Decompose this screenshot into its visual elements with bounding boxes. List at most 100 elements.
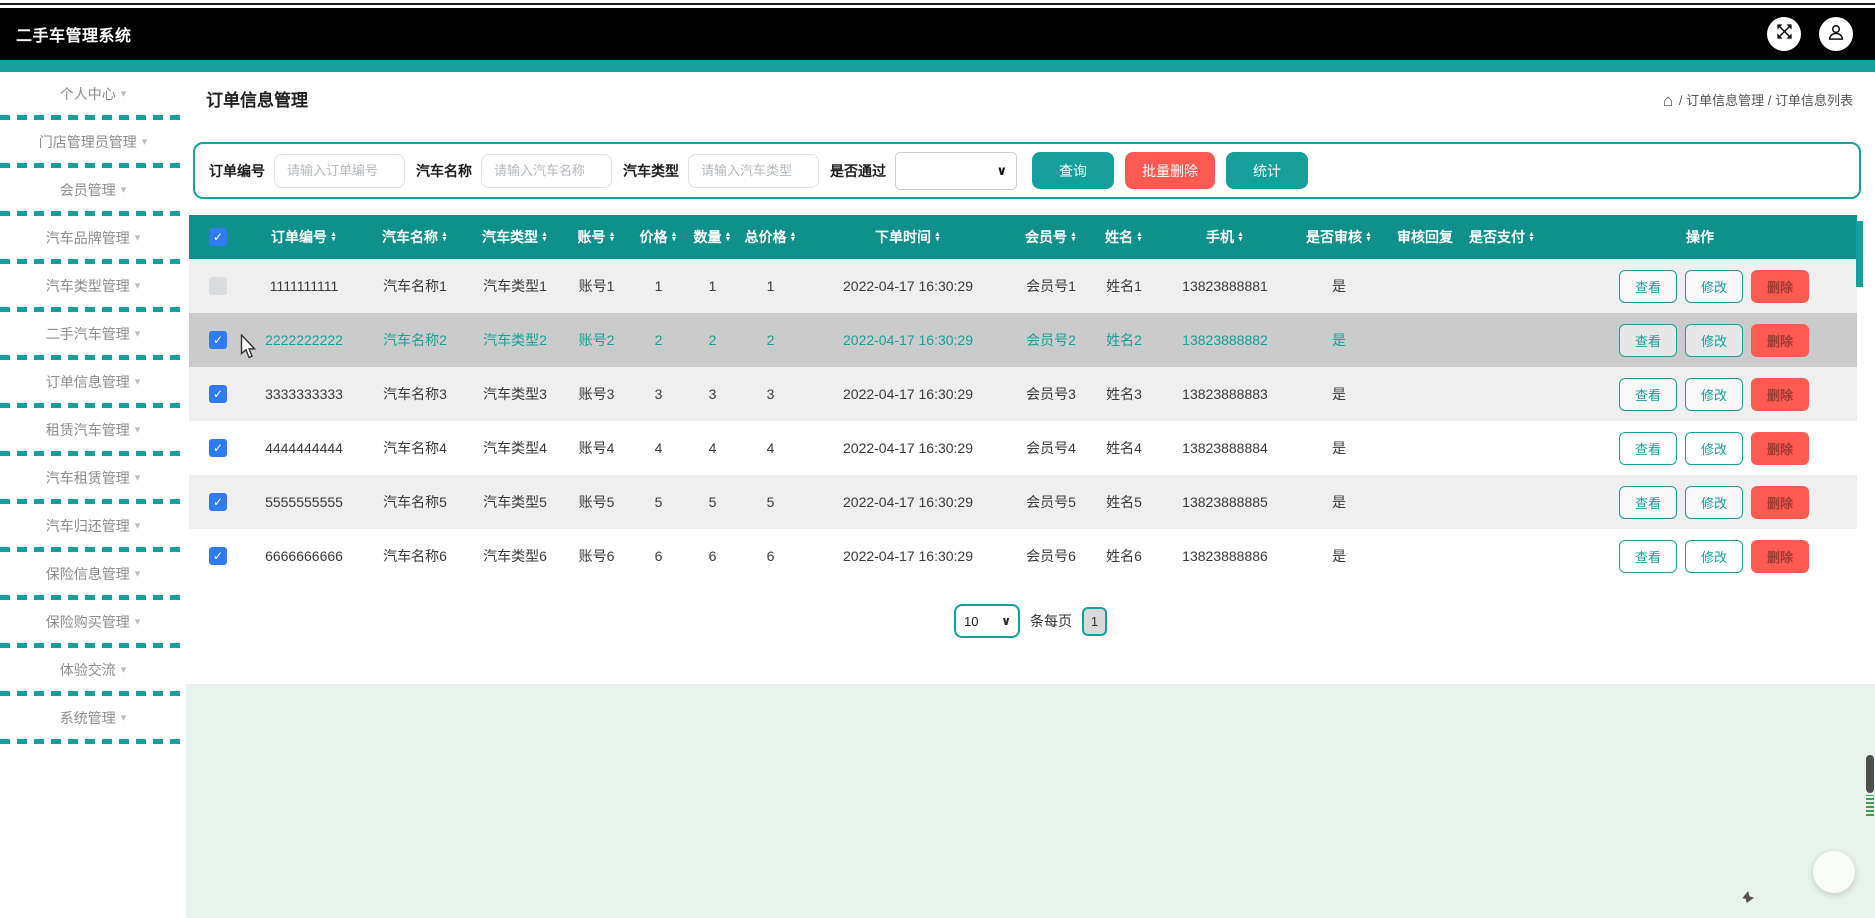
sidebar-separator — [0, 691, 186, 696]
delete-button[interactable]: 删除 — [1751, 269, 1809, 303]
table-row[interactable]: 3333333333 汽车名称3 汽车类型3 账号3 3 3 3 2022-04-17 16:… — [189, 367, 1857, 421]
delete-button[interactable]: 删除 — [1751, 431, 1809, 465]
stats-button[interactable]: 统计 — [1226, 152, 1308, 189]
sidebar-item-14[interactable]: 系统管理 — [0, 696, 186, 739]
sort-icon[interactable] — [441, 232, 448, 242]
sidebar-item-5[interactable]: 汽车类型管理 — [0, 264, 186, 307]
search-button[interactable]: 查询 — [1032, 152, 1114, 189]
search-input-1[interactable] — [274, 153, 405, 188]
pass-filter-select[interactable] — [895, 151, 1017, 190]
sort-icon[interactable] — [609, 232, 616, 242]
column-header-quantity[interactable]: 数量 — [685, 227, 740, 247]
sidebar-item-9[interactable]: 汽车租赁管理 — [0, 456, 186, 499]
sort-icon[interactable] — [934, 232, 941, 242]
view-button[interactable]: 查看 — [1619, 323, 1677, 357]
chat-fab-button[interactable] — [1813, 851, 1855, 893]
search-input-3[interactable] — [688, 153, 819, 188]
column-header-order_no[interactable]: 订单编号 — [247, 227, 361, 247]
delete-button[interactable]: 删除 — [1751, 539, 1809, 573]
sort-icon[interactable] — [330, 232, 337, 242]
edit-button[interactable]: 修改 — [1685, 485, 1743, 519]
sort-icon[interactable] — [1070, 232, 1077, 242]
sort-icon[interactable] — [1237, 232, 1244, 242]
scrollbar-thumb[interactable] — [1866, 755, 1874, 793]
cell-car_name: 汽车名称3 — [383, 386, 447, 402]
sidebar-item-7[interactable]: 订单信息管理 — [0, 360, 186, 403]
chevron-down-icon — [142, 135, 148, 148]
table-row[interactable]: 4444444444 汽车名称4 汽车类型4 账号4 4 4 4 2022-04-17 16:… — [189, 421, 1857, 475]
sidebar-separator — [0, 595, 186, 600]
page-size-select[interactable]: 10 — [954, 604, 1020, 638]
sidebar-item-13[interactable]: 体验交流 — [0, 648, 186, 691]
sidebar-item-11[interactable]: 保险信息管理 — [0, 552, 186, 595]
view-button[interactable]: 查看 — [1619, 431, 1677, 465]
sort-icon[interactable] — [725, 232, 732, 242]
sidebar-item-1[interactable]: 个人中心 — [0, 72, 186, 115]
row-checkbox[interactable] — [209, 493, 227, 511]
sidebar-item-6[interactable]: 二手汽车管理 — [0, 312, 186, 355]
page-button-1[interactable]: 1 — [1082, 606, 1107, 636]
edit-button[interactable]: 修改 — [1685, 539, 1743, 573]
edit-button[interactable]: 修改 — [1685, 431, 1743, 465]
sort-icon[interactable] — [1365, 232, 1372, 242]
sidebar-item-12[interactable]: 保险购买管理 — [0, 600, 186, 643]
fullscreen-button[interactable] — [1767, 17, 1801, 51]
delete-button[interactable]: 删除 — [1751, 323, 1809, 357]
edit-button[interactable]: 修改 — [1685, 377, 1743, 411]
column-header-name[interactable]: 姓名 — [1087, 227, 1161, 247]
table-row[interactable]: 6666666666 汽车名称6 汽车类型6 账号6 6 6 6 2022-04-17 16:… — [189, 529, 1857, 583]
search-input-2[interactable] — [481, 153, 612, 188]
row-checkbox[interactable] — [209, 277, 227, 295]
header-accent-strip — [0, 60, 1875, 72]
row-checkbox-cell — [189, 547, 247, 565]
column-header-phone[interactable]: 手机 — [1161, 227, 1289, 247]
row-checkbox[interactable] — [209, 547, 227, 565]
select-all-checkbox[interactable] — [209, 228, 227, 246]
sidebar-item-label: 订单信息管理 — [45, 373, 130, 390]
table-row[interactable]: 5555555555 汽车名称5 汽车类型5 账号5 5 5 5 2022-04-17 16:… — [189, 475, 1857, 529]
chevron-down-icon — [135, 279, 141, 292]
sort-icon[interactable] — [790, 232, 797, 242]
breadcrumb-item[interactable]: 订单信息列表 — [1774, 93, 1853, 108]
column-header-price[interactable]: 价格 — [632, 227, 685, 247]
sort-icon[interactable] — [541, 232, 548, 242]
sidebar-item-2[interactable]: 门店管理员管理 — [0, 120, 186, 163]
sidebar-item-8[interactable]: 租赁汽车管理 — [0, 408, 186, 451]
column-header-paid[interactable]: 是否支付 — [1461, 227, 1543, 247]
sidebar-item-10[interactable]: 汽车归还管理 — [0, 504, 186, 547]
edit-button[interactable]: 修改 — [1685, 323, 1743, 357]
sidebar-item-label: 汽车归还管理 — [45, 517, 130, 534]
column-header-car_name[interactable]: 汽车名称 — [361, 227, 469, 247]
delete-button[interactable]: 删除 — [1751, 485, 1809, 519]
delete-button[interactable]: 删除 — [1751, 377, 1809, 411]
edit-button[interactable]: 修改 — [1685, 269, 1743, 303]
sort-icon[interactable] — [1136, 232, 1143, 242]
column-header-order_time[interactable]: 下单时间 — [801, 227, 1015, 247]
batch-delete-button[interactable]: 批量删除 — [1125, 152, 1215, 189]
sort-icon[interactable] — [671, 232, 678, 242]
column-header-audited[interactable]: 是否审核 — [1289, 227, 1389, 247]
sort-icon[interactable] — [1528, 232, 1535, 242]
breadcrumb-separator: / — [1764, 93, 1775, 108]
row-checkbox[interactable] — [209, 385, 227, 403]
column-header-account[interactable]: 账号 — [561, 227, 632, 247]
row-checkbox[interactable] — [209, 439, 227, 457]
view-button[interactable]: 查看 — [1619, 539, 1677, 573]
cell-phone: 13823888885 — [1182, 494, 1268, 510]
user-button[interactable] — [1819, 17, 1853, 51]
row-checkbox[interactable] — [209, 331, 227, 349]
sidebar-item-label: 二手汽车管理 — [45, 325, 130, 342]
cell-phone: 13823888882 — [1182, 332, 1268, 348]
table-row[interactable]: 1111111111 汽车名称1 汽车类型1 账号1 1 1 1 2022-04-17 16:… — [189, 259, 1857, 313]
view-button[interactable]: 查看 — [1619, 485, 1677, 519]
view-button[interactable]: 查看 — [1619, 269, 1677, 303]
home-icon[interactable] — [1663, 88, 1673, 114]
breadcrumb-item[interactable]: 订单信息管理 — [1686, 93, 1765, 108]
sidebar-item-3[interactable]: 会员管理 — [0, 168, 186, 211]
view-button[interactable]: 查看 — [1619, 377, 1677, 411]
column-header-member_no[interactable]: 会员号 — [1015, 227, 1087, 247]
table-row[interactable]: 2222222222 汽车名称2 汽车类型2 账号2 2 2 2 2022-04-17 16:… — [189, 313, 1857, 367]
sidebar-item-4[interactable]: 汽车品牌管理 — [0, 216, 186, 259]
column-header-total_price[interactable]: 总价格 — [740, 227, 801, 247]
column-header-car_type[interactable]: 汽车类型 — [469, 227, 561, 247]
